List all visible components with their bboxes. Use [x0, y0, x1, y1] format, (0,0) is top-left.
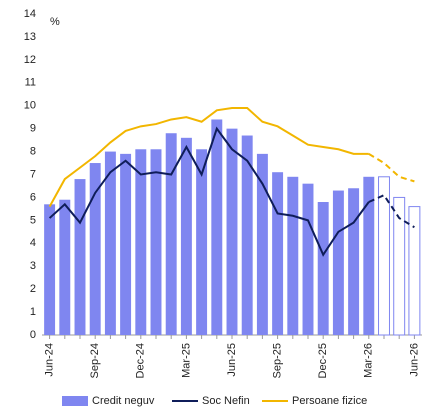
x-tick-label: Jun-26 — [408, 343, 420, 377]
bar — [104, 151, 116, 335]
bar — [317, 202, 329, 335]
bar — [302, 183, 314, 335]
bar — [393, 196, 406, 336]
x-tick-label: Sep-25 — [272, 343, 284, 378]
bar — [165, 133, 177, 335]
y-axis-label: % — [50, 16, 60, 28]
bar — [120, 153, 132, 335]
line — [48, 126, 370, 257]
legend-label: Soc Nefin — [202, 395, 250, 407]
bar — [74, 179, 86, 335]
bar — [332, 190, 344, 335]
y-tick-label: 6 — [30, 191, 36, 203]
bar — [408, 206, 421, 336]
legend-swatch — [62, 396, 88, 406]
bar — [135, 149, 147, 335]
bar — [196, 149, 208, 335]
bar — [211, 119, 223, 335]
y-tick-label: 3 — [30, 260, 36, 272]
y-tick-label: 7 — [30, 168, 36, 180]
x-tick-label: Dec-24 — [135, 343, 147, 378]
y-tick-label: 14 — [24, 8, 36, 20]
y-tick-label: 13 — [24, 31, 36, 43]
legend-label: Credit neguv — [92, 395, 155, 407]
y-tick-label: 10 — [24, 100, 36, 112]
y-tick-label: 12 — [24, 54, 36, 66]
bar — [59, 199, 71, 335]
bar — [180, 137, 192, 335]
legend-label: Persoane fizice — [292, 395, 367, 407]
bar — [348, 188, 360, 335]
y-tick-label: 5 — [30, 214, 36, 226]
y-tick-label: 11 — [25, 77, 36, 89]
line — [368, 153, 415, 183]
line — [368, 193, 415, 229]
x-tick-label: Mar-26 — [363, 343, 375, 378]
bar — [150, 149, 162, 335]
y-tick-label: 1 — [30, 306, 36, 318]
y-tick-label: 2 — [30, 283, 36, 295]
bar — [241, 135, 253, 335]
y-tick-label: 8 — [30, 145, 36, 157]
bar — [363, 176, 375, 335]
y-tick-label: 9 — [30, 123, 36, 135]
y-tick-label: 4 — [30, 237, 36, 249]
bar — [287, 176, 299, 335]
x-tick-label: Jun-25 — [226, 343, 238, 377]
y-tick-label: 0 — [30, 329, 36, 341]
bar — [378, 176, 390, 336]
bar — [89, 163, 101, 335]
x-tick-label: Sep-24 — [89, 343, 101, 378]
bar — [226, 128, 238, 335]
x-tick-label: Mar-25 — [180, 343, 192, 378]
bar — [44, 204, 56, 335]
x-tick-label: Dec-25 — [317, 343, 329, 378]
bar — [272, 172, 284, 335]
bar — [256, 153, 268, 335]
x-tick-label: Jun-24 — [44, 343, 56, 377]
line — [48, 107, 369, 208]
